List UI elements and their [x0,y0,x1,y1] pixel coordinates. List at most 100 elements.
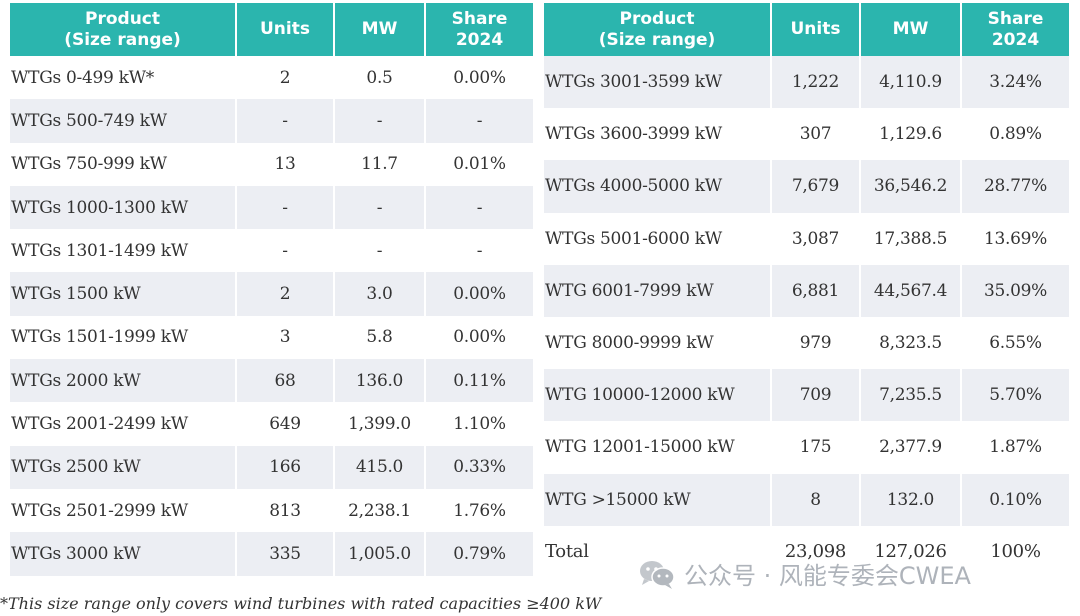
left-table: Product (Size range) Units MW Share 2024 W… [10,3,533,576]
watermark: 公众号 · 风能专委会CWEA [638,556,971,591]
cell-product: WTGs 2001-2499 kW [10,402,237,446]
cell-product: WTGs 2501-2999 kW [10,488,237,533]
cell-mw: - [335,229,426,273]
cell-units: 68 [237,359,335,403]
cell-units: 649 [237,402,335,446]
cell-product: WTGs 2000 kW [10,359,237,403]
cell-share: 0.01% [426,142,533,186]
cell-share: 0.00% [426,56,533,100]
footnote: *This size range only covers wind turbin… [0,594,602,613]
cell-product: WTGs 2500 kW [10,445,237,489]
cell-share: 0.10% [962,473,1069,526]
cell-product: WTG 10000-12000 kW [544,369,772,422]
table-row: WTGs 3000 kW 335 1,005.0 0.79% [10,532,533,576]
cell-product: WTGs 0-499 kW* [10,56,237,100]
cell-mw: 36,546.2 [861,160,962,213]
cell-mw: 1,005.0 [335,532,426,576]
cell-product: WTGs 3600-3999 kW [544,108,772,161]
cell-mw: 415.0 [335,445,426,489]
cell-units: - [237,99,335,143]
total-mw: 127,026 [861,525,962,578]
cell-product: WTGs 4000-5000 kW [544,160,772,213]
table-row: WTGs 2500 kW 166 415.0 0.33% [10,445,533,489]
cell-share: - [426,99,533,143]
header-units: Units [237,3,335,56]
cell-product: WTG 6001-7999 kW [544,264,772,317]
cell-product: WTGs 3000 kW [10,532,237,576]
cell-mw: 1,399.0 [335,402,426,446]
table-row: WTGs 1501-1999 kW 3 5.8 0.00% [10,315,533,360]
table-row: WTG >15000 kW 8 132.0 0.10% [544,473,1069,526]
total-row: Total 23,098 127,026 100% [544,525,1069,578]
cell-units: 813 [237,488,335,533]
header-product: Product (Size range) [10,3,237,56]
cell-units: 8 [772,473,861,526]
table-row: WTGs 2501-2999 kW 813 2,238.1 1.76% [10,488,533,533]
cell-units: 3 [237,315,335,360]
cell-units: 7,679 [772,160,861,213]
cell-product: WTGs 3001-3599 kW [544,56,772,109]
cell-product: WTGs 500-749 kW [10,99,237,143]
table-row: WTGs 5001-6000 kW 3,087 17,388.5 13.69% [544,212,1069,265]
cell-units: 3,087 [772,212,861,265]
cell-share: 35.09% [962,264,1069,317]
cell-share: 1.87% [962,421,1069,474]
cell-share: - [426,229,533,273]
cell-product: WTGs 750-999 kW [10,142,237,186]
cell-share: 6.55% [962,316,1069,370]
cell-mw: 2,238.1 [335,488,426,533]
cell-mw: 3.0 [335,272,426,316]
cell-product: WTGs 1301-1499 kW [10,229,237,273]
cell-mw: 0.5 [335,56,426,100]
left-table-header-row: Product (Size range) Units MW Share 2024 [10,3,533,56]
cell-mw: 4,110.9 [861,56,962,109]
cell-share: 1.76% [426,488,533,533]
table-row: WTGs 1301-1499 kW - - - [10,229,533,273]
header-units: Units [772,3,861,56]
cell-units: 307 [772,108,861,161]
cell-mw: 17,388.5 [861,212,962,265]
cell-share: 0.33% [426,445,533,489]
cell-product: WTGs 5001-6000 kW [544,212,772,265]
cell-share: 3.24% [962,56,1069,109]
cell-share: 0.00% [426,272,533,316]
cell-mw: 1,129.6 [861,108,962,161]
table-row: WTGs 750-999 kW 13 11.7 0.01% [10,142,533,186]
right-table-header-row: Product (Size range) Units MW Share 2024 [544,3,1069,56]
table-row: WTGs 3001-3599 kW 1,222 4,110.9 3.24% [544,56,1069,109]
cell-mw: 44,567.4 [861,264,962,317]
cell-units: 6,881 [772,264,861,317]
table-row: WTGs 1000-1300 kW - - - [10,185,533,230]
cell-share: 28.77% [962,160,1069,213]
table-row: WTGs 0-499 kW* 2 0.5 0.00% [10,56,533,100]
cell-product: WTGs 1501-1999 kW [10,315,237,360]
cell-share: 1.10% [426,402,533,446]
right-table: Product (Size range) Units MW Share 2024 W… [544,3,1069,578]
table-row: WTGs 500-749 kW - - - [10,99,533,143]
cell-mw: - [335,185,426,230]
cell-units: 335 [237,532,335,576]
cell-units: 709 [772,369,861,422]
cell-product: WTGs 1500 kW [10,272,237,316]
total-units: 23,098 [772,525,861,578]
cell-units: 979 [772,316,861,370]
table-row: WTG 8000-9999 kW 979 8,323.5 6.55% [544,316,1069,370]
cell-mw: 11.7 [335,142,426,186]
cell-units: 2 [237,272,335,316]
cell-product: WTG 12001-15000 kW [544,421,772,474]
cell-product: WTGs 1000-1300 kW [10,185,237,230]
cell-share: 0.79% [426,532,533,576]
table-row: WTG 10000-12000 kW 709 7,235.5 5.70% [544,369,1069,422]
cell-mw: 132.0 [861,473,962,526]
cell-share: - [426,185,533,230]
cell-units: - [237,185,335,230]
cell-mw: 5.8 [335,315,426,360]
table-row: WTG 6001-7999 kW 6,881 44,567.4 35.09% [544,264,1069,317]
cell-share: 0.00% [426,315,533,360]
cell-units: 175 [772,421,861,474]
table-row: WTGs 1500 kW 2 3.0 0.00% [10,272,533,316]
cell-mw: - [335,99,426,143]
cell-mw: 2,377.9 [861,421,962,474]
cell-product: WTG >15000 kW [544,473,772,526]
cell-units: 2 [237,56,335,100]
